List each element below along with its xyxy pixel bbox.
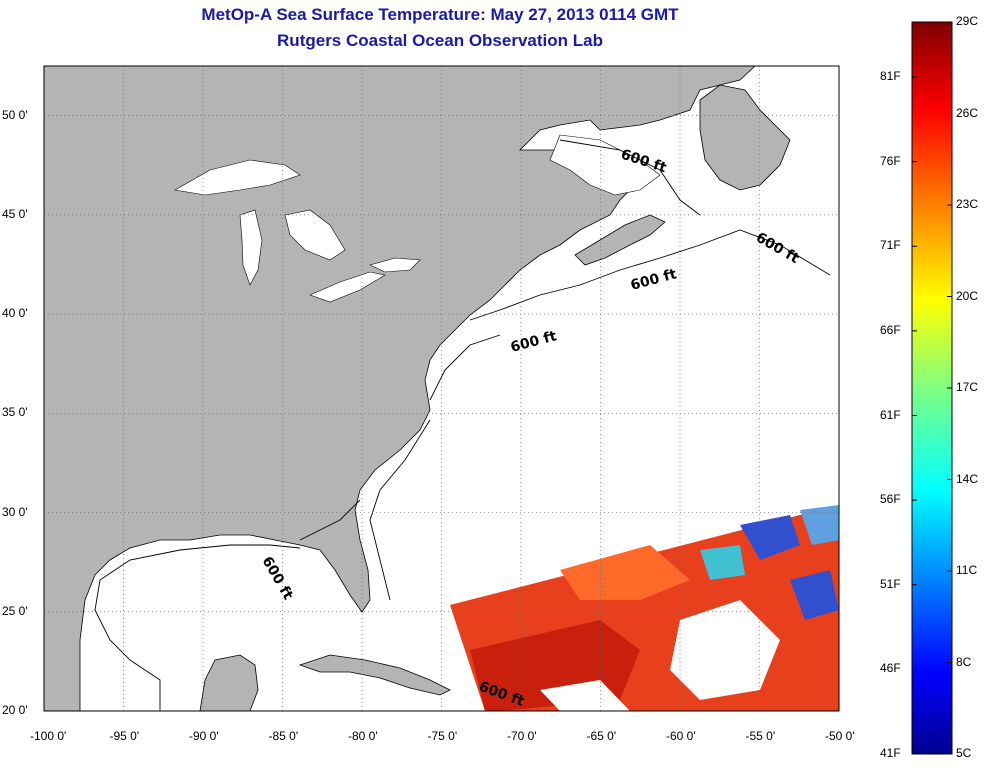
isobath-600ft	[94, 139, 831, 711]
map-subtitle: Rutgers Coastal Ocean Observation Lab	[277, 31, 603, 50]
great-lake-ontario	[369, 257, 421, 273]
colorbar-celsius-label: 20C	[956, 288, 979, 303]
colorbar-celsius-label: 8C	[956, 654, 972, 669]
lat-tick-label: 35 0'	[2, 405, 28, 420]
colorbar-celsius-label: 5C	[956, 746, 972, 760]
sst-swath	[450, 505, 839, 711]
colorbar	[911, 21, 953, 755]
colorbar-celsius-label: 14C	[956, 471, 979, 486]
great-lake-superior	[174, 159, 301, 196]
lon-tick-label: -100 0'	[30, 729, 67, 743]
land-cuba	[298, 654, 451, 696]
lat-tick-label: 50 0'	[2, 107, 28, 122]
colorbar-fahrenheit-label: 46F	[880, 661, 901, 676]
colorbar-fahrenheit-label: 61F	[880, 407, 901, 422]
colorbar-celsius-label: 26C	[956, 105, 979, 120]
land-nova-scotia	[574, 214, 666, 266]
lon-tick-label: -70 0'	[507, 729, 537, 743]
map-title: MetOp-A Sea Surface Temperature: May 27,…	[201, 5, 679, 24]
colorbar-fahrenheit-label: 56F	[880, 492, 901, 507]
lon-tick-label: -55 0'	[745, 729, 776, 743]
lon-tick-label: -75 0'	[427, 729, 458, 743]
land-north-america	[44, 66, 756, 711]
colorbar-celsius-label: 11C	[956, 563, 978, 577]
lat-tick-label: 40 0'	[2, 306, 28, 321]
lon-tick-label: -95 0'	[109, 729, 140, 743]
lat-tick-label: 30 0'	[2, 504, 28, 519]
colorbar-fahrenheit-label: 51F	[880, 576, 901, 591]
map-frame	[43, 65, 840, 712]
lon-tick-label: -65 0'	[586, 729, 617, 743]
land-newfoundland	[699, 84, 791, 191]
colorbar-fahrenheit-label: 76F	[880, 153, 901, 168]
lat-tick-label: 25 0'	[2, 603, 28, 618]
colorbar-fahrenheit-label: 41F	[880, 746, 901, 760]
colorbar-fahrenheit-label: 66F	[880, 322, 901, 337]
lon-tick-label: -85 0'	[268, 729, 299, 743]
land-yucatan	[199, 654, 259, 711]
lat-tick-label: 45 0'	[2, 206, 28, 221]
great-lake-huron	[284, 209, 346, 261]
lon-tick-label: -50 0'	[825, 729, 855, 743]
lon-tick-label: -60 0'	[666, 729, 696, 743]
colorbar-ticks	[912, 21, 952, 755]
great-lake-erie	[309, 271, 386, 303]
colorbar-celsius-label: 23C	[956, 197, 979, 211]
lon-tick-label: -90 0'	[189, 729, 219, 743]
colorbar-celsius-label: 29C	[956, 14, 979, 28]
lat-tick-label: 20 0'	[2, 703, 28, 717]
colorbar-fahrenheit-label: 71F	[880, 238, 901, 253]
colorbar-celsius-label: 17C	[956, 380, 979, 394]
lon-tick-label: -80 0'	[348, 729, 378, 743]
colorbar-fahrenheit-label: 81F	[880, 69, 901, 83]
